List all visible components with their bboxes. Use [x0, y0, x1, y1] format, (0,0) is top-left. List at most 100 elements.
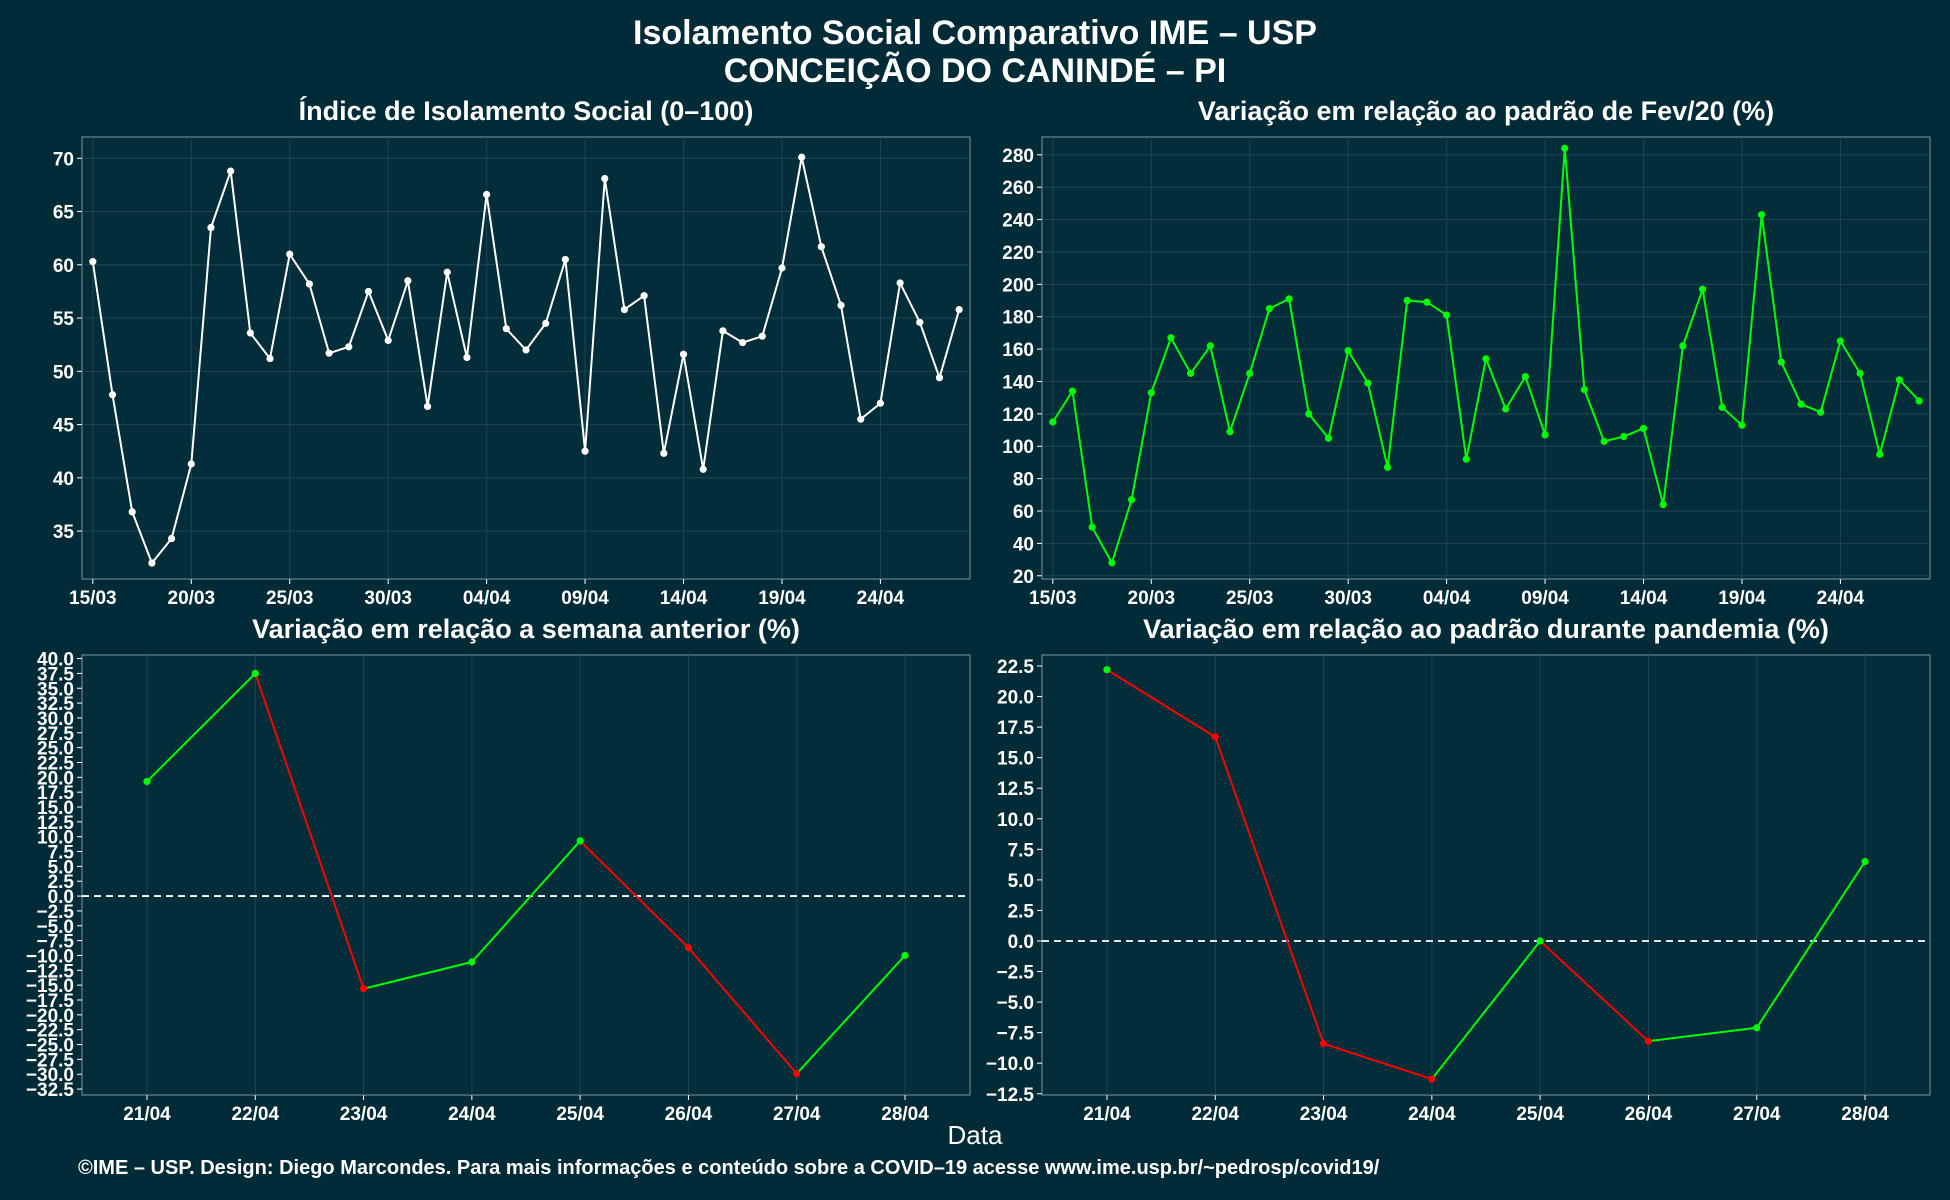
- x-tick-label: 04/04: [1423, 588, 1471, 609]
- data-point: [684, 944, 693, 952]
- data-point: [1319, 1040, 1328, 1048]
- data-point: [837, 301, 845, 309]
- x-tick-label: 22/04: [231, 1104, 279, 1125]
- data-point: [778, 264, 786, 272]
- panel-title: Variação em relação ao padrão de Fev/20 …: [1198, 96, 1774, 126]
- y-tick-label: 160: [1002, 340, 1034, 361]
- y-tick-label: 45: [53, 416, 75, 437]
- data-point: [1861, 857, 1869, 866]
- y-tick-label: −2.5: [36, 902, 74, 923]
- data-point: [660, 449, 668, 457]
- data-point: [1876, 450, 1884, 458]
- data-point: [1167, 334, 1175, 342]
- data-point: [1285, 295, 1293, 303]
- x-tick-label: 15/03: [1029, 588, 1077, 609]
- data-point: [1147, 389, 1155, 397]
- data-point: [404, 277, 412, 285]
- series-segment: [146, 672, 256, 783]
- x-tick-label: 27/04: [1733, 1104, 1781, 1125]
- data-point: [1580, 385, 1589, 394]
- series-segment: [1431, 940, 1541, 1080]
- data-point: [699, 465, 707, 473]
- x-tick-label: 24/04: [1408, 1104, 1456, 1125]
- data-point: [1718, 403, 1726, 411]
- data-point: [1836, 337, 1845, 345]
- y-tick-label: 5.0: [48, 857, 74, 878]
- data-point: [1364, 379, 1372, 387]
- x-tick-label: 19/04: [1718, 588, 1766, 609]
- data-point: [1620, 432, 1628, 441]
- x-tick-label: 26/04: [665, 1104, 713, 1125]
- y-tick-label: −5.0: [996, 993, 1034, 1014]
- x-tick-label: 21/04: [123, 1104, 171, 1125]
- y-tick-label: 12.5: [997, 779, 1034, 800]
- data-point: [1541, 431, 1549, 439]
- y-tick-label: 70: [53, 149, 74, 170]
- data-point: [1777, 358, 1785, 366]
- y-tick-label: 27.5: [37, 724, 74, 745]
- y-tick-label: 22.5: [37, 753, 74, 774]
- data-point: [1753, 1024, 1761, 1032]
- data-point: [1049, 418, 1057, 426]
- data-point: [1127, 496, 1136, 504]
- data-point: [1383, 463, 1392, 471]
- y-tick-label: −17.5: [26, 991, 75, 1012]
- y-tick-label: −10.0: [26, 946, 74, 967]
- data-point: [542, 319, 550, 327]
- data-point: [935, 374, 944, 382]
- data-point: [1246, 369, 1254, 377]
- series-segment: [363, 961, 473, 990]
- series-segment: [471, 840, 581, 963]
- y-tick-label: 260: [1002, 178, 1034, 199]
- x-tick-label: 19/04: [758, 588, 806, 609]
- data-point: [1644, 1037, 1653, 1045]
- data-point: [857, 415, 865, 423]
- x-tick-label: 20/03: [1128, 588, 1176, 609]
- y-tick-label: 240: [1002, 211, 1034, 232]
- y-tick-label: 12.5: [37, 813, 74, 834]
- y-tick-label: 20.0: [997, 688, 1034, 709]
- data-point: [1187, 369, 1195, 377]
- panel-2: Variação em relação ao padrão de Fev/20 …: [1002, 96, 1931, 609]
- data-point: [1915, 397, 1923, 405]
- data-point: [128, 508, 136, 516]
- y-tick-label: 140: [1002, 372, 1034, 393]
- y-tick-label: 2.5: [48, 872, 75, 893]
- data-point: [227, 167, 235, 175]
- data-point: [1797, 400, 1805, 408]
- data-point: [246, 329, 254, 337]
- y-tick-label: 20: [1013, 567, 1034, 588]
- y-tick-label: 35.0: [37, 679, 74, 700]
- x-tick-label: 24/04: [1817, 588, 1865, 609]
- x-tick-label: 26/04: [1625, 1104, 1673, 1125]
- data-point: [364, 287, 373, 296]
- data-point: [468, 958, 476, 966]
- data-point: [1698, 285, 1707, 293]
- data-point: [1403, 296, 1411, 305]
- data-point: [251, 669, 259, 678]
- y-tick-label: 7.5: [1008, 840, 1035, 861]
- panel-title: Índice de Isolamento Social (0–100): [299, 95, 754, 126]
- y-tick-label: 40: [53, 469, 74, 490]
- chart-subtitle: CONCEIÇÃO DO CANINDÉ – PI: [723, 52, 1227, 90]
- y-tick-label: 30.0: [37, 709, 74, 730]
- data-point: [1211, 733, 1219, 741]
- footer-credits: ©IME – USP. Design: Diego Marcondes. Par…: [78, 1157, 1380, 1179]
- data-point: [286, 250, 294, 258]
- data-point: [1536, 937, 1544, 945]
- data-point: [1265, 305, 1274, 313]
- data-point: [1600, 437, 1608, 445]
- y-tick-label: 10.0: [997, 810, 1034, 831]
- y-tick-label: 7.5: [48, 843, 75, 864]
- x-tick-label: 23/04: [340, 1104, 388, 1125]
- x-tick-label: 25/04: [1516, 1104, 1564, 1125]
- series-segment: [687, 947, 798, 1075]
- y-tick-label: −7.5: [36, 932, 74, 953]
- y-tick-label: 32.5: [37, 694, 74, 715]
- x-tick-label: 14/04: [1620, 588, 1668, 609]
- data-point: [1521, 373, 1529, 381]
- x-tick-label: 25/03: [1226, 588, 1274, 609]
- data-point: [1895, 376, 1904, 384]
- data-point: [679, 350, 688, 358]
